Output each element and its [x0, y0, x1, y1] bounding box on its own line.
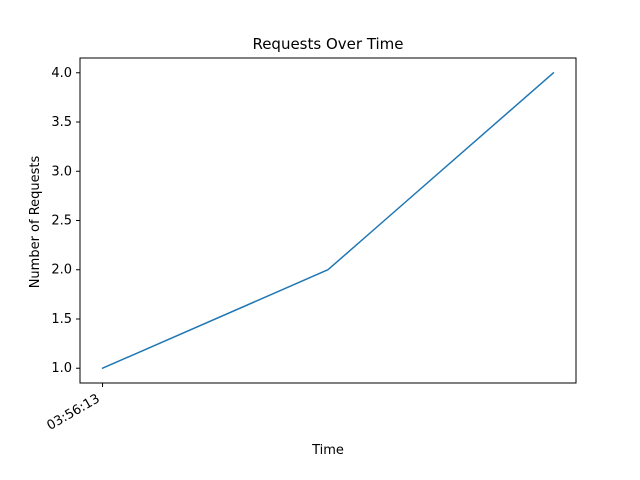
y-tick-label: 3.5	[51, 115, 72, 130]
y-tick-label: 1.0	[51, 361, 72, 376]
y-axis: 1.0 1.5 2.0 2.5 3.0 3.5 4.0	[51, 66, 80, 376]
x-tick-label: 03:56:13	[44, 391, 102, 433]
y-tick-label: 4.0	[51, 66, 72, 81]
plot-area	[79, 57, 577, 384]
y-tick-label: 3.0	[51, 164, 72, 179]
y-tick-label: 2.0	[51, 263, 72, 278]
y-tick-label: 2.5	[51, 214, 72, 229]
y-tick-label: 1.5	[51, 312, 72, 327]
series-layer	[101, 72, 555, 369]
series-line	[101, 72, 555, 369]
x-axis: 03:56:13	[44, 383, 104, 434]
plot-frame	[79, 57, 577, 384]
chart-title: Requests Over Time	[252, 35, 403, 53]
y-axis-label: Number of Requests	[28, 155, 43, 288]
x-axis-label: Time	[311, 443, 344, 458]
